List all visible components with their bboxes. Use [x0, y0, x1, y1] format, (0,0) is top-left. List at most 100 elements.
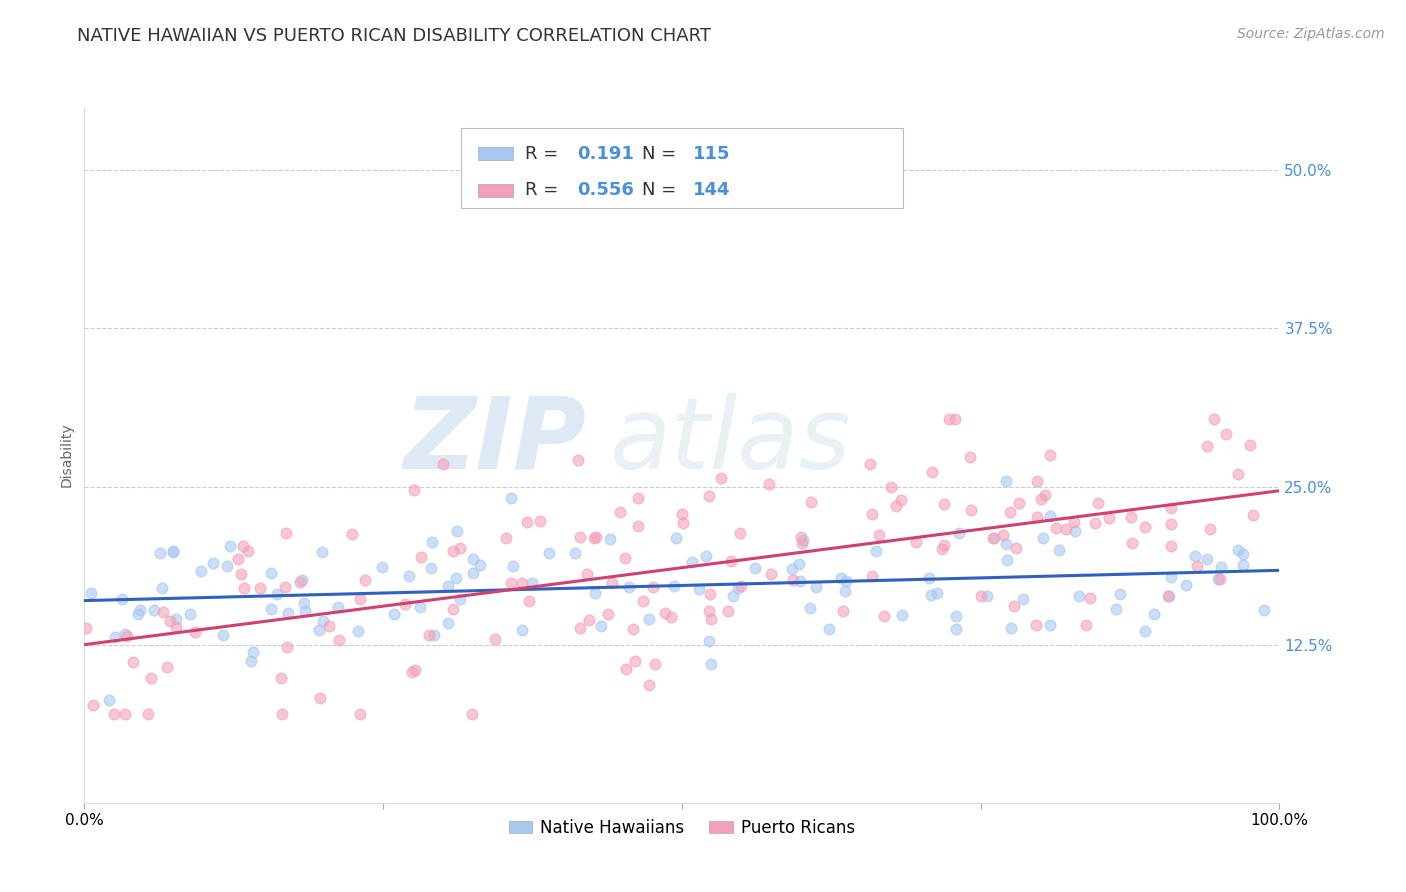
- Point: [449, 541, 471, 556]
- Point: [782, 573, 804, 587]
- Point: [1175, 578, 1198, 592]
- Point: [519, 594, 541, 608]
- Point: [97, 693, 120, 707]
- Point: [502, 558, 524, 573]
- Point: [1108, 587, 1130, 601]
- Point: [236, 544, 259, 558]
- Point: [1084, 516, 1107, 530]
- Point: [1045, 521, 1067, 535]
- Point: [1143, 607, 1166, 621]
- Point: [931, 542, 953, 557]
- Point: [401, 665, 423, 680]
- Point: [945, 622, 967, 636]
- Text: ZIP: ZIP: [404, 392, 586, 490]
- Point: [437, 616, 460, 631]
- Point: [318, 619, 340, 633]
- Point: [75, 621, 97, 635]
- Point: [404, 483, 426, 497]
- Text: N =: N =: [643, 145, 682, 162]
- Point: [633, 594, 655, 608]
- Point: [1226, 467, 1249, 481]
- Point: [159, 614, 181, 628]
- Point: [1087, 496, 1109, 510]
- Point: [226, 552, 249, 566]
- Point: [1039, 509, 1062, 524]
- Point: [710, 471, 733, 485]
- Point: [139, 671, 162, 685]
- Point: [880, 480, 903, 494]
- Point: [128, 603, 150, 617]
- Point: [1160, 501, 1182, 516]
- Point: [510, 623, 533, 637]
- Point: [1227, 542, 1250, 557]
- Point: [818, 622, 841, 636]
- Point: [501, 576, 523, 591]
- Point: [1011, 591, 1033, 606]
- Point: [354, 573, 377, 587]
- Point: [758, 476, 780, 491]
- Point: [943, 412, 966, 426]
- Point: [804, 581, 827, 595]
- Text: 0.556: 0.556: [576, 181, 634, 199]
- Point: [292, 597, 315, 611]
- Text: 115: 115: [693, 145, 730, 162]
- Point: [1232, 558, 1254, 573]
- Point: [599, 533, 621, 547]
- Point: [1078, 591, 1101, 605]
- Point: [925, 586, 948, 600]
- Point: [179, 607, 201, 621]
- Point: [326, 600, 349, 615]
- Point: [921, 465, 943, 479]
- Point: [995, 553, 1018, 567]
- Point: [991, 528, 1014, 542]
- Point: [311, 544, 333, 558]
- Text: Source: ZipAtlas.com: Source: ZipAtlas.com: [1237, 27, 1385, 41]
- Point: [585, 530, 607, 544]
- Point: [945, 609, 967, 624]
- Point: [564, 546, 586, 560]
- Point: [720, 553, 742, 567]
- Point: [404, 663, 426, 677]
- Point: [1133, 624, 1156, 638]
- Point: [260, 602, 283, 616]
- Text: NATIVE HAWAIIAN VS PUERTO RICAN DISABILITY CORRELATION CHART: NATIVE HAWAIIAN VS PUERTO RICAN DISABILI…: [77, 27, 711, 45]
- Point: [873, 609, 896, 624]
- Point: [995, 537, 1018, 551]
- Point: [312, 615, 335, 629]
- Point: [165, 620, 187, 634]
- Point: [831, 604, 853, 618]
- Point: [1157, 590, 1180, 604]
- Point: [432, 457, 454, 471]
- Text: atlas: atlas: [610, 392, 852, 490]
- Point: [598, 607, 620, 621]
- Point: [721, 589, 744, 603]
- Point: [510, 576, 533, 591]
- Point: [1054, 522, 1077, 536]
- Point: [589, 619, 612, 633]
- Point: [688, 582, 710, 596]
- Point: [1025, 617, 1047, 632]
- Point: [582, 531, 605, 545]
- Point: [520, 576, 543, 591]
- FancyBboxPatch shape: [478, 184, 513, 196]
- Point: [127, 607, 149, 621]
- Point: [1195, 438, 1218, 452]
- Point: [1063, 524, 1085, 538]
- Point: [111, 592, 134, 607]
- Point: [1025, 510, 1047, 524]
- Point: [1025, 474, 1047, 488]
- Point: [152, 605, 174, 619]
- Point: [277, 607, 299, 621]
- Point: [1097, 510, 1119, 524]
- Point: [1184, 549, 1206, 563]
- Point: [834, 584, 856, 599]
- Point: [484, 632, 506, 646]
- Point: [860, 508, 883, 522]
- Point: [156, 660, 179, 674]
- Point: [183, 624, 205, 639]
- Point: [970, 589, 993, 603]
- Point: [229, 566, 252, 581]
- Point: [162, 544, 184, 558]
- Point: [583, 585, 606, 599]
- Point: [613, 550, 636, 565]
